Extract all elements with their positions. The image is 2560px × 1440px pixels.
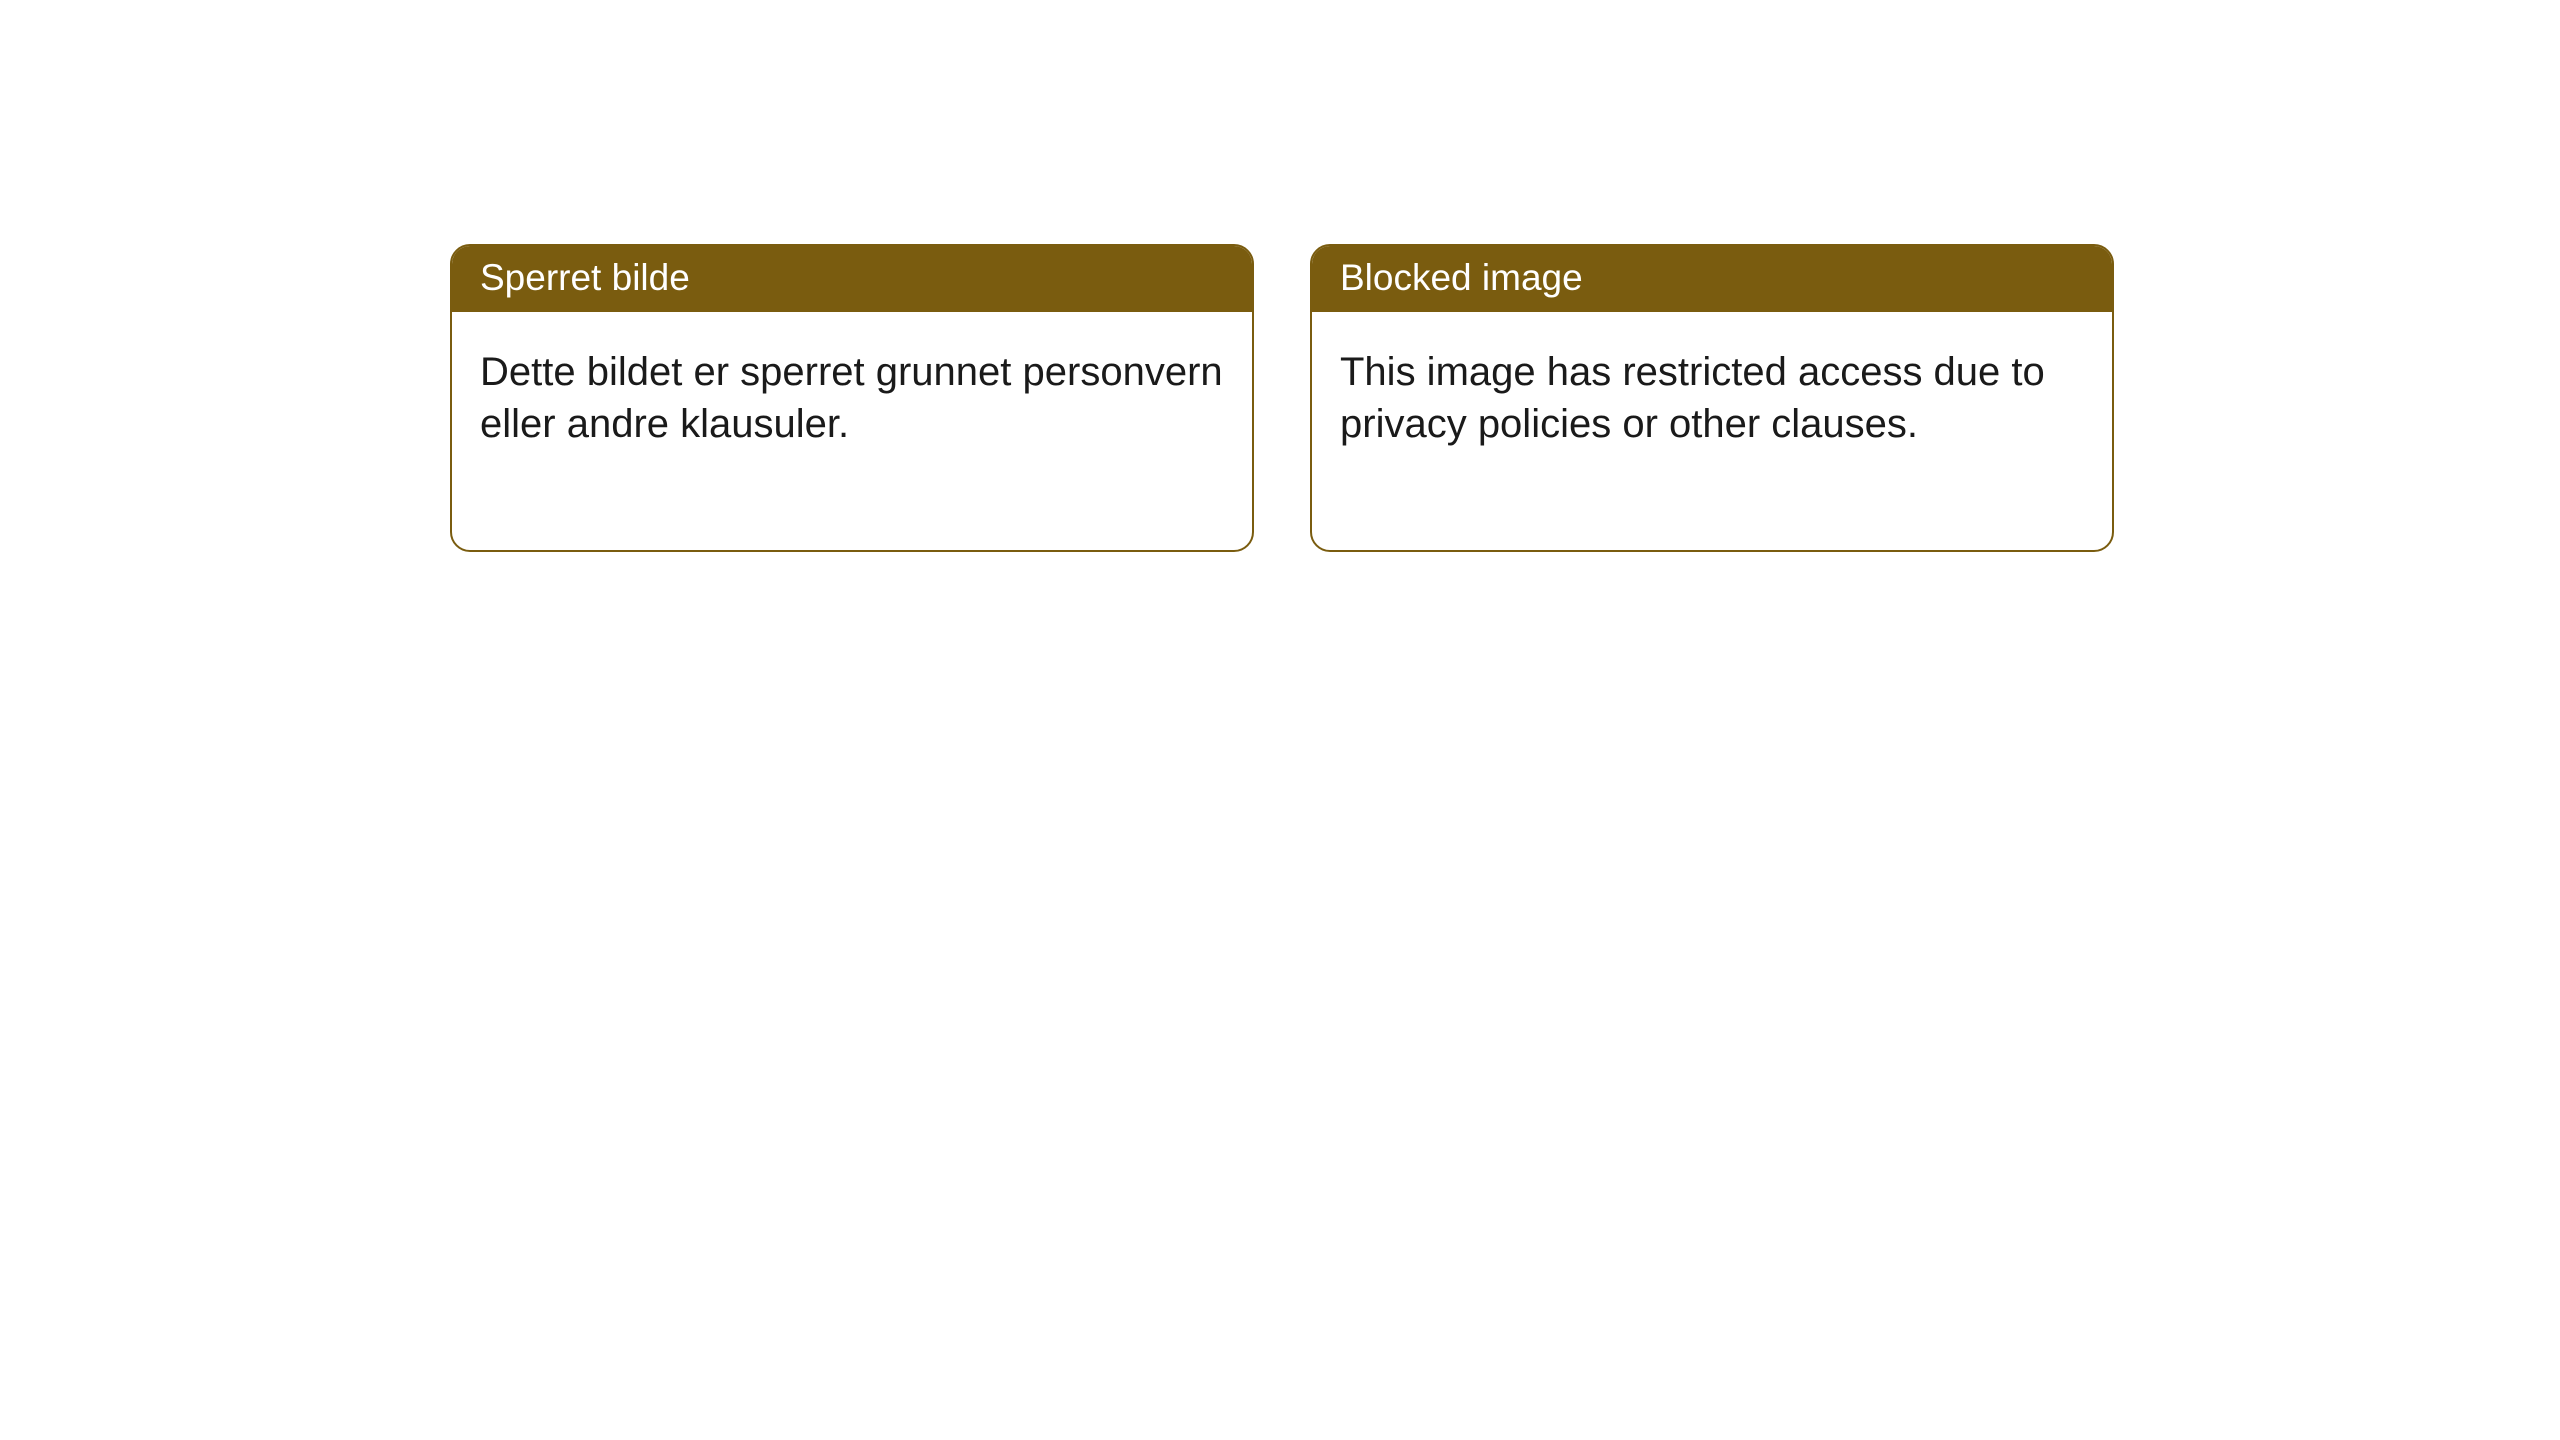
card-title: Blocked image — [1340, 257, 1583, 298]
notice-card-norwegian: Sperret bilde Dette bildet er sperret gr… — [450, 244, 1254, 552]
card-body: Dette bildet er sperret grunnet personve… — [452, 312, 1252, 550]
card-body-text: This image has restricted access due to … — [1340, 350, 2045, 446]
card-title: Sperret bilde — [480, 257, 690, 298]
card-header: Blocked image — [1312, 246, 2112, 312]
card-body: This image has restricted access due to … — [1312, 312, 2112, 550]
notice-card-english: Blocked image This image has restricted … — [1310, 244, 2114, 552]
card-body-text: Dette bildet er sperret grunnet personve… — [480, 350, 1223, 446]
notice-cards-container: Sperret bilde Dette bildet er sperret gr… — [450, 244, 2114, 552]
card-header: Sperret bilde — [452, 246, 1252, 312]
